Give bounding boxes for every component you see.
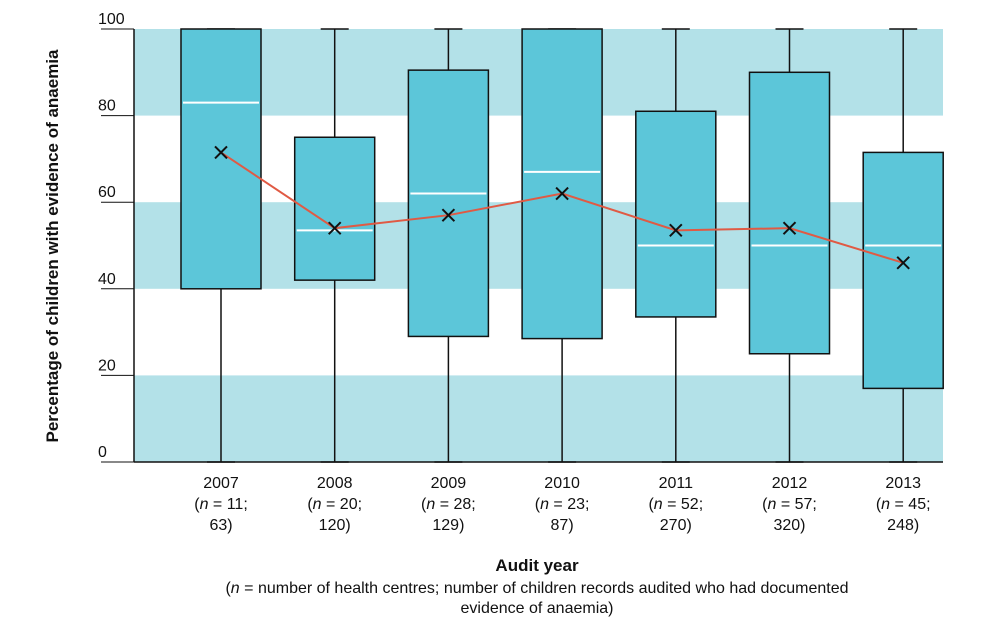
box-2008 (293, 28, 376, 463)
box-2012 (748, 28, 831, 463)
mean-marker-2009 (441, 208, 456, 222)
footnote-line-1-text: = number of health centres; number of ch… (240, 580, 849, 597)
mean-trend (214, 145, 910, 270)
iqr-box-2013 (862, 151, 944, 390)
mean-marker-2011 (669, 223, 683, 238)
mean-marker-2012 (782, 221, 797, 235)
y-tick-label-0: 0 (98, 444, 107, 461)
y-axis: 0 20 40 60 80 100 (98, 11, 135, 463)
mean-marker-2013 (896, 256, 910, 270)
x-axis: 2007 (n = 11; 63) 2008 (n = 20; 120) 2009 (n = … (134, 461, 943, 534)
box-2007 (180, 28, 262, 463)
y-tick-label-40: 40 (98, 271, 116, 288)
mean-marker-2007 (214, 145, 228, 160)
y-tick-label-100: 100 (98, 11, 125, 28)
iqr-box-2009 (407, 69, 490, 338)
band-0-20 (134, 375, 943, 462)
x-tick-label-2007: 2007 (n = 11; 63) (194, 475, 248, 534)
footnote-line-1: (n = number of health centres; number of… (225, 580, 848, 597)
iqr-box-2008 (293, 136, 376, 281)
mean-marker-2008 (327, 221, 342, 235)
y-axis-title: Percentage of children with evidence of … (43, 49, 62, 443)
iqr-box-2011 (635, 110, 717, 318)
x-tick-label-2013: 2013 (n = 45; 248) (876, 475, 931, 534)
iqr-box-2012 (748, 71, 831, 355)
footnote-n-symbol: n (231, 580, 240, 597)
iqr-box-2010 (521, 28, 603, 340)
box-2010 (521, 28, 603, 463)
x-tick-label-2009: 2009 (n = 28; 129) (421, 475, 476, 534)
footnote-line-2: evidence of anaemia) (461, 600, 614, 617)
x-tick-label-2012: 2012 (n = 57; 320) (762, 475, 817, 534)
boxes (180, 28, 944, 463)
mean-marker-2010 (555, 186, 569, 201)
y-tick-label-80: 80 (98, 98, 116, 115)
box-2013 (862, 28, 944, 463)
y-tick-label-60: 60 (98, 184, 116, 201)
x-tick-label-2010: 2010 (n = 23; 87) (535, 475, 590, 534)
x-axis-title: Audit year (495, 556, 579, 575)
x-tick-label-2008: 2008 (n = 20; 120) (307, 475, 362, 534)
x-tick-label-2011: 2011 (n = 52; 270) (648, 475, 703, 534)
iqr-box-2007 (180, 28, 262, 290)
y-tick-label-20: 20 (98, 357, 116, 374)
box-2009 (407, 28, 490, 463)
box-2011 (635, 28, 717, 463)
